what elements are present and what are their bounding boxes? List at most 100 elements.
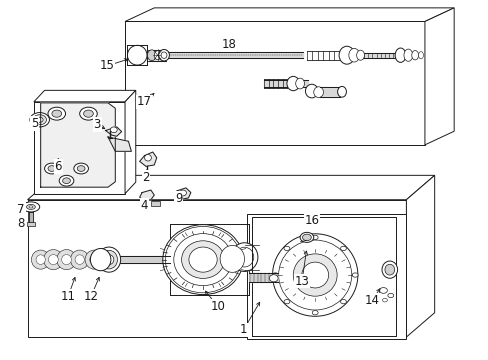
Text: 14: 14	[364, 294, 379, 307]
Bar	[151, 201, 159, 206]
Ellipse shape	[110, 127, 117, 133]
Ellipse shape	[75, 255, 84, 264]
Ellipse shape	[80, 107, 97, 120]
Ellipse shape	[340, 300, 346, 304]
Polygon shape	[140, 152, 157, 166]
Ellipse shape	[44, 163, 59, 174]
Text: 3: 3	[93, 118, 101, 131]
Ellipse shape	[188, 247, 217, 272]
Polygon shape	[246, 214, 406, 338]
Ellipse shape	[127, 45, 147, 65]
Ellipse shape	[89, 255, 99, 264]
Ellipse shape	[384, 264, 394, 275]
Ellipse shape	[284, 300, 289, 304]
Ellipse shape	[48, 166, 56, 171]
Text: 10: 10	[210, 300, 224, 313]
Ellipse shape	[278, 240, 351, 310]
Ellipse shape	[312, 311, 318, 315]
Text: 5: 5	[31, 117, 39, 130]
Ellipse shape	[313, 87, 323, 98]
Text: 16: 16	[304, 214, 319, 227]
Ellipse shape	[338, 46, 354, 64]
Ellipse shape	[154, 51, 161, 60]
Ellipse shape	[337, 86, 346, 97]
Ellipse shape	[43, 249, 63, 270]
Ellipse shape	[381, 261, 397, 278]
Text: 12: 12	[83, 290, 98, 303]
Ellipse shape	[312, 235, 318, 239]
Text: 11: 11	[61, 290, 75, 303]
Ellipse shape	[33, 115, 46, 125]
Ellipse shape	[62, 178, 70, 184]
Polygon shape	[125, 22, 424, 145]
Ellipse shape	[85, 250, 103, 269]
Ellipse shape	[52, 110, 61, 117]
Ellipse shape	[61, 255, 71, 265]
Polygon shape	[175, 188, 190, 199]
Text: 9: 9	[175, 192, 182, 205]
Polygon shape	[108, 137, 131, 151]
Ellipse shape	[30, 113, 49, 127]
Ellipse shape	[36, 255, 45, 264]
Text: 1: 1	[239, 323, 247, 336]
Polygon shape	[105, 127, 122, 136]
Ellipse shape	[356, 50, 364, 60]
Ellipse shape	[411, 50, 418, 60]
Ellipse shape	[163, 225, 243, 294]
Ellipse shape	[158, 49, 169, 61]
Ellipse shape	[104, 255, 114, 265]
Ellipse shape	[26, 204, 35, 210]
Text: 2: 2	[142, 171, 149, 184]
Ellipse shape	[272, 234, 357, 316]
Ellipse shape	[348, 48, 359, 62]
Text: 6: 6	[54, 160, 62, 173]
Ellipse shape	[286, 76, 299, 91]
Text: 15: 15	[100, 59, 114, 72]
Ellipse shape	[272, 273, 278, 277]
Ellipse shape	[97, 247, 121, 272]
Polygon shape	[125, 8, 453, 22]
Ellipse shape	[161, 52, 166, 58]
Ellipse shape	[83, 110, 93, 117]
Polygon shape	[34, 90, 136, 102]
Ellipse shape	[165, 226, 241, 293]
Ellipse shape	[301, 262, 328, 288]
Text: 7: 7	[18, 203, 25, 216]
Text: 8: 8	[18, 216, 25, 230]
Ellipse shape	[179, 190, 186, 196]
Ellipse shape	[36, 117, 43, 122]
Ellipse shape	[173, 234, 232, 285]
Ellipse shape	[57, 249, 76, 270]
Ellipse shape	[220, 246, 244, 273]
Polygon shape	[424, 8, 453, 145]
Ellipse shape	[403, 49, 412, 61]
Ellipse shape	[302, 234, 311, 240]
Ellipse shape	[293, 254, 336, 296]
Ellipse shape	[418, 51, 423, 59]
Polygon shape	[251, 217, 395, 336]
Ellipse shape	[300, 232, 313, 242]
Polygon shape	[27, 175, 434, 200]
Ellipse shape	[295, 78, 304, 89]
Ellipse shape	[90, 248, 111, 271]
Ellipse shape	[269, 275, 278, 282]
Ellipse shape	[181, 241, 224, 278]
Text: 4: 4	[141, 199, 148, 212]
Ellipse shape	[382, 298, 386, 302]
Polygon shape	[41, 103, 115, 187]
Ellipse shape	[305, 84, 318, 98]
Text: 18: 18	[221, 38, 236, 51]
Polygon shape	[140, 190, 154, 201]
Ellipse shape	[387, 293, 393, 298]
Polygon shape	[125, 90, 136, 194]
Text: 13: 13	[294, 275, 309, 288]
Polygon shape	[406, 175, 434, 337]
Ellipse shape	[284, 246, 289, 251]
Polygon shape	[27, 200, 406, 337]
Ellipse shape	[70, 250, 89, 269]
Ellipse shape	[59, 175, 74, 186]
Ellipse shape	[351, 273, 357, 277]
Ellipse shape	[144, 154, 151, 161]
Ellipse shape	[31, 250, 50, 269]
Ellipse shape	[77, 166, 85, 171]
